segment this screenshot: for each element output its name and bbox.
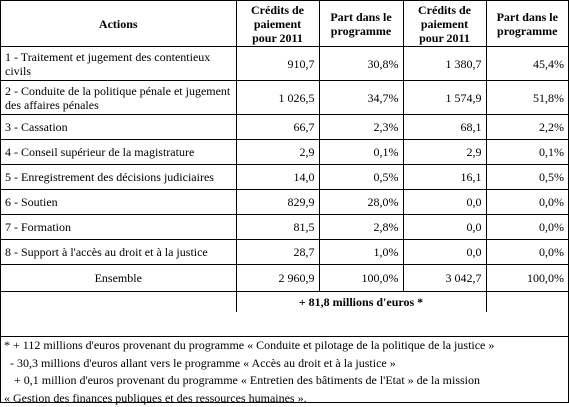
header-share-b: Part dans le programme	[486, 1, 568, 47]
row-share-b: 51,8%	[486, 81, 568, 115]
header-credits-b: Crédits de paiement pour 2011	[403, 1, 486, 47]
table-row: 6 - Soutien 829,9 28,0% 0,0 0,0%	[1, 190, 568, 215]
row-credits-a: 14,0	[236, 165, 319, 190]
table-row: 8 - Support à l'accès au droit et à la j…	[1, 240, 568, 265]
table-row: 5 - Enregistrement des décisions judicia…	[1, 165, 568, 190]
row-credits-a: 829,9	[236, 190, 319, 215]
table-row: 1 - Traitement et jugement des contentie…	[1, 47, 568, 81]
row-share-b: 0,0%	[486, 215, 568, 240]
header-actions: Actions	[1, 1, 236, 47]
row-credits-b: 16,1	[403, 165, 486, 190]
row-label: 5 - Enregistrement des décisions judicia…	[1, 165, 236, 190]
row-share-a: 28,0%	[319, 190, 403, 215]
table-row: 3 - Cassation 66,7 2,3% 68,1 2,2%	[1, 115, 568, 140]
row-credits-a: 28,7	[236, 240, 319, 265]
row-credits-a: 910,7	[236, 47, 319, 81]
total-share-b: 100,0%	[486, 265, 568, 292]
table-row: 2 - Conduite de la politique pénale et j…	[1, 81, 568, 115]
row-credits-a: 66,7	[236, 115, 319, 140]
header-share-a: Part dans le programme	[319, 1, 403, 47]
row-credits-b: 68,1	[403, 115, 486, 140]
row-share-b: 0,5%	[486, 165, 568, 190]
row-credits-b: 1 574,9	[403, 81, 486, 115]
footnote-line: - 30,3 millions d'euros allant vers le p…	[1, 355, 568, 373]
row-label: 8 - Support à l'accès au droit et à la j…	[1, 240, 236, 265]
row-share-b: 0,0%	[486, 190, 568, 215]
transfer-row: + 81,8 millions d'euros *	[1, 292, 568, 313]
row-label: 3 - Cassation	[1, 115, 236, 140]
row-share-b: 0,1%	[486, 140, 568, 165]
row-credits-b: 0,0	[403, 190, 486, 215]
footnote-line: * + 112 millions d'euros provenant du pr…	[1, 337, 568, 355]
total-share-a: 100,0%	[319, 265, 403, 292]
table-row: 7 - Formation 81,5 2,8% 0,0 0,0%	[1, 215, 568, 240]
row-share-a: 0,5%	[319, 165, 403, 190]
row-label: 1 - Traitement et jugement des contentie…	[1, 47, 236, 81]
row-label: 6 - Soutien	[1, 190, 236, 215]
row-share-b: 2,2%	[486, 115, 568, 140]
row-share-a: 34,7%	[319, 81, 403, 115]
row-label: 7 - Formation	[1, 215, 236, 240]
transfer-empty-cell	[1, 292, 236, 313]
total-credits-b: 3 042,7	[403, 265, 486, 292]
row-share-a: 0,1%	[319, 140, 403, 165]
row-credits-b: 0,0	[403, 240, 486, 265]
budget-table: Actions Crédits de paiement pour 2011 Pa…	[1, 1, 568, 312]
row-credits-a: 81,5	[236, 215, 319, 240]
row-share-a: 30,8%	[319, 47, 403, 81]
row-credits-a: 1 026,5	[236, 81, 319, 115]
row-share-a: 2,8%	[319, 215, 403, 240]
row-share-a: 2,3%	[319, 115, 403, 140]
row-credits-a: 2,9	[236, 140, 319, 165]
table-header-row: Actions Crédits de paiement pour 2011 Pa…	[1, 1, 568, 47]
footnotes: * + 112 millions d'euros provenant du pr…	[1, 336, 568, 407]
transfer-empty-cell	[486, 292, 568, 313]
row-share-b: 45,4%	[486, 47, 568, 81]
row-credits-b: 1 380,7	[403, 47, 486, 81]
row-label: 4 - Conseil supérieur de la magistrature	[1, 140, 236, 165]
row-label: 2 - Conduite de la politique pénale et j…	[1, 81, 236, 115]
row-credits-b: 2,9	[403, 140, 486, 165]
row-share-b: 0,0%	[486, 240, 568, 265]
row-credits-b: 0,0	[403, 215, 486, 240]
total-row: Ensemble 2 960,9 100,0% 3 042,7 100,0%	[1, 265, 568, 292]
footnote-line: + 0,1 million d'euros provenant du progr…	[1, 372, 568, 390]
table-row: 4 - Conseil supérieur de la magistrature…	[1, 140, 568, 165]
total-label: Ensemble	[1, 265, 236, 292]
row-share-a: 1,0%	[319, 240, 403, 265]
transfer-amount: + 81,8 millions d'euros *	[236, 292, 486, 313]
total-credits-a: 2 960,9	[236, 265, 319, 292]
header-credits-a: Crédits de paiement pour 2011	[236, 1, 319, 47]
footnote-line: « Gestion des finances publiques et des …	[1, 390, 568, 407]
